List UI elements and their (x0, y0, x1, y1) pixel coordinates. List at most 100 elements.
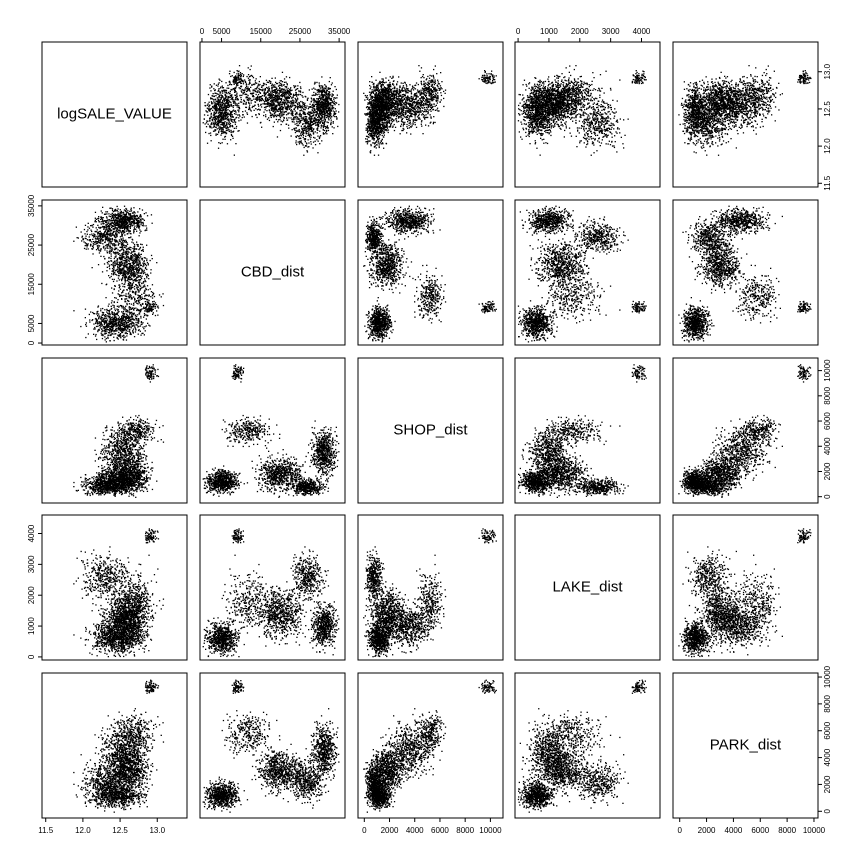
data-point (218, 115, 219, 116)
data-point (233, 105, 234, 106)
data-point (273, 90, 274, 91)
data-point (222, 86, 223, 87)
data-point (267, 95, 268, 96)
data-point (334, 111, 335, 112)
data-point (226, 108, 227, 109)
data-point (209, 105, 210, 106)
variable-label: logSALE_VALUE (57, 105, 172, 122)
data-point (270, 112, 271, 113)
data-point (279, 119, 280, 120)
data-point (216, 104, 217, 105)
data-point (224, 121, 225, 122)
data-point (213, 99, 214, 100)
data-point (264, 101, 265, 102)
data-point (319, 95, 320, 96)
data-point (230, 83, 231, 84)
data-point (282, 121, 283, 122)
data-point (223, 114, 224, 115)
data-point (265, 107, 266, 108)
data-point (216, 107, 217, 108)
data-point (299, 82, 300, 83)
data-point (263, 112, 264, 113)
data-point (229, 126, 230, 127)
data-point (292, 100, 293, 101)
data-point (286, 103, 287, 104)
data-point (230, 114, 231, 115)
data-point (291, 97, 292, 98)
data-point (225, 105, 226, 106)
data-point (267, 119, 268, 120)
data-point (225, 107, 226, 108)
data-point (291, 113, 292, 114)
data-point (288, 91, 289, 92)
data-point (290, 90, 291, 91)
data-point (212, 120, 213, 121)
data-point (219, 82, 220, 83)
data-point (222, 133, 223, 134)
data-point (218, 91, 219, 92)
data-point (225, 106, 226, 107)
data-point (234, 84, 235, 85)
data-point (230, 112, 231, 113)
data-point (213, 122, 214, 123)
data-point (228, 92, 229, 93)
data-point (271, 108, 272, 109)
data-point (296, 92, 297, 93)
data-point (305, 96, 306, 97)
data-point (269, 94, 270, 95)
data-point (278, 86, 279, 87)
data-point (236, 128, 237, 129)
data-point (332, 133, 333, 134)
data-point (289, 102, 290, 103)
data-point (230, 119, 231, 120)
data-point (273, 115, 274, 116)
data-point (233, 119, 234, 120)
data-point (227, 116, 228, 117)
data-point (299, 91, 300, 92)
data-point (215, 99, 216, 100)
data-point (261, 87, 262, 88)
data-point (232, 136, 233, 137)
data-point (247, 114, 248, 115)
data-point (323, 132, 324, 133)
data-point (297, 107, 298, 108)
data-point (206, 122, 207, 123)
data-point (213, 113, 214, 114)
data-point (213, 117, 214, 118)
data-point (263, 115, 264, 116)
data-point (280, 116, 281, 117)
data-point (291, 109, 292, 110)
data-point (276, 116, 277, 117)
data-point (276, 105, 277, 106)
data-point (300, 88, 301, 89)
data-point (265, 114, 266, 115)
data-point (285, 82, 286, 83)
data-point (220, 87, 221, 88)
data-point (300, 101, 301, 102)
data-point (219, 96, 220, 97)
data-point (280, 88, 281, 89)
data-point (281, 113, 282, 114)
data-point (218, 88, 219, 89)
data-point (271, 105, 272, 106)
data-point (276, 91, 277, 92)
data-point (316, 98, 317, 99)
data-point (204, 114, 205, 115)
data-point (281, 120, 282, 121)
data-point (231, 134, 232, 135)
data-point (217, 121, 218, 122)
data-point (273, 94, 274, 95)
data-point (233, 117, 234, 118)
data-point (272, 100, 273, 101)
data-point (269, 106, 270, 107)
data-point (278, 104, 279, 105)
data-point (280, 130, 281, 131)
data-point (258, 106, 259, 107)
data-point (256, 97, 257, 98)
data-point (215, 101, 216, 102)
data-point (287, 113, 288, 114)
data-point (235, 114, 236, 115)
data-point (290, 93, 291, 94)
data-point (288, 128, 289, 129)
data-point (273, 99, 274, 100)
